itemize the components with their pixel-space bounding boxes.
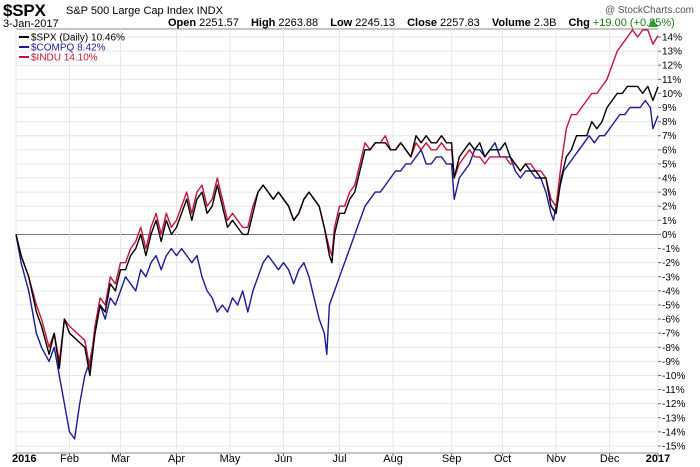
y-tick-label: -10% — [662, 371, 685, 382]
y-tick-label: 7% — [662, 131, 677, 142]
high-label: High — [250, 17, 276, 29]
y-tick-label: 12% — [662, 61, 682, 72]
y-axis: 14% 13% 12% 11% 10% 9% 8% 7% 6% 5% 4% 3% 2% 1% 0% -1% -2… — [658, 33, 685, 453]
up-triangle-icon — [648, 19, 658, 27]
close-value: 2257.83 — [440, 17, 480, 29]
y-tick-label: -3% — [662, 272, 680, 283]
y-tick-label: 1% — [662, 216, 677, 227]
series-line — [15, 99, 659, 440]
quote-date: 3-Jan-2017 — [3, 18, 59, 30]
high-value: 2263.88 — [278, 17, 319, 29]
y-tick-label: -5% — [662, 300, 680, 311]
y-tick-label: 9% — [662, 103, 677, 114]
y-tick-label: -6% — [662, 315, 680, 326]
volume-label: Volume — [491, 17, 531, 29]
volume-value: 2.3B — [533, 17, 557, 29]
x-tick-label: Feb — [60, 453, 79, 465]
y-tick-label: 0% — [662, 230, 677, 241]
series-lines — [15, 29, 659, 440]
x-tick-label: 2016 — [12, 453, 36, 465]
y-tick-label: 10% — [662, 89, 682, 100]
y-tick-label: 4% — [662, 174, 677, 185]
y-tick-label: -7% — [662, 329, 680, 340]
x-axis: 2016 Feb Mar Apr May Jun Jul Aug Sep Oct Nov Dec 201… — [12, 453, 670, 465]
x-tick-label: Aug — [383, 453, 403, 465]
legend-label: $COMPQ 8.42% — [31, 43, 106, 54]
x-tick-label: Oct — [494, 453, 511, 465]
x-tick-label: May — [220, 453, 241, 465]
y-tick-label: 13% — [662, 47, 682, 58]
grid — [15, 29, 659, 453]
x-tick-label: Mar — [111, 453, 130, 465]
x-tick-label: Nov — [546, 453, 566, 465]
y-tick-label: -8% — [662, 343, 680, 354]
y-tick-label: 8% — [662, 117, 677, 128]
y-tick-label: 5% — [662, 159, 677, 170]
symbol-description: S&P 500 Large Cap Index INDX — [66, 5, 223, 17]
legend-label: $INDU 14.10% — [31, 53, 98, 64]
x-tick-label: Apr — [168, 453, 185, 465]
low-value: 2245.13 — [355, 17, 395, 29]
chart-header: $SPX S&P 500 Large Cap Index INDX @ Stoc… — [0, 0, 700, 32]
y-tick-label: 11% — [662, 75, 681, 86]
x-tick-label: Dec — [600, 453, 620, 465]
y-tick-label: -1% — [662, 244, 680, 255]
y-tick-label: -4% — [662, 286, 680, 297]
y-tick-label: -13% — [662, 413, 685, 424]
y-tick-label: -14% — [662, 427, 685, 438]
series-line — [15, 29, 659, 370]
y-tick-label: -2% — [662, 258, 680, 269]
y-tick-label: 6% — [662, 145, 677, 156]
symbol-title: $SPX — [3, 1, 46, 20]
y-tick-label: 14% — [662, 33, 682, 44]
x-tick-label: Sep — [442, 453, 462, 465]
legend: $SPX (Daily) 10.46%$COMPQ 8.42%$INDU 14.… — [19, 33, 125, 64]
close-label: Close — [407, 17, 438, 29]
legend-label: $SPX (Daily) 10.46% — [31, 33, 125, 44]
open-value: 2251.57 — [199, 17, 239, 29]
y-tick-label: -15% — [662, 442, 685, 453]
series-line — [15, 85, 659, 377]
y-tick-label: 3% — [662, 188, 677, 199]
y-tick-label: 2% — [662, 202, 677, 213]
y-tick-label: -11% — [662, 385, 685, 396]
low-label: Low — [330, 17, 353, 29]
attribution-watermark: @ StockCharts.com — [604, 5, 694, 16]
y-tick-label: -9% — [662, 357, 680, 368]
x-tick-label: 2017 — [646, 453, 670, 465]
change-label: Chg — [568, 17, 590, 29]
y-tick-label: -12% — [662, 399, 685, 410]
open-label: Open — [168, 17, 197, 29]
x-tick-label: Jun — [275, 453, 293, 465]
x-tick-label: Jul — [333, 453, 347, 465]
